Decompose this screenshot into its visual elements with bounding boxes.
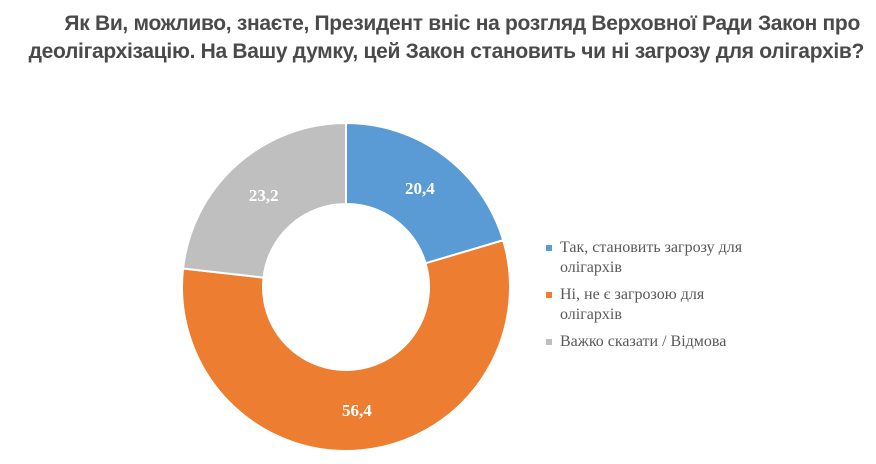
data-labels: 20,4 56,4 23,2 <box>249 179 435 420</box>
slice-yes <box>345 121 505 265</box>
legend-item-yes: Так, становить загрозу для олігархів <box>546 238 786 278</box>
legend-label-cont: олігархів <box>560 306 622 323</box>
data-label: 23,2 <box>249 186 279 205</box>
legend-swatch-gray <box>546 339 552 345</box>
data-label: 56,4 <box>342 401 372 420</box>
legend-swatch-orange <box>546 292 552 298</box>
slice-hard-to-say <box>181 121 347 279</box>
doughnut-slices <box>181 121 511 452</box>
legend-label: Ні, не є загрозою для <box>560 286 705 303</box>
title-line-2: деолігархізацію. На Вашу думку, цей Зако… <box>28 40 865 63</box>
legend-label: Так, становить загрозу для <box>560 239 743 256</box>
data-label: 20,4 <box>405 179 435 198</box>
title-line-1: Як Ви, можливо, знаєте, Президент вніс н… <box>64 12 860 35</box>
chart-legend: Так, становить загрозу для олігархів Ні,… <box>546 238 786 359</box>
chart-title: Як Ви, можливо, знаєте, Президент вніс н… <box>0 10 876 66</box>
legend-item-no: Ні, не є загрозою для олігархів <box>546 285 786 325</box>
legend-swatch-blue <box>546 245 552 251</box>
legend-label: Важко сказати / Відмова <box>560 333 727 350</box>
legend-item-hard-to-say: Важко сказати / Відмова <box>546 332 786 352</box>
legend-label-cont: олігархів <box>560 259 622 276</box>
slice-no <box>181 239 511 452</box>
